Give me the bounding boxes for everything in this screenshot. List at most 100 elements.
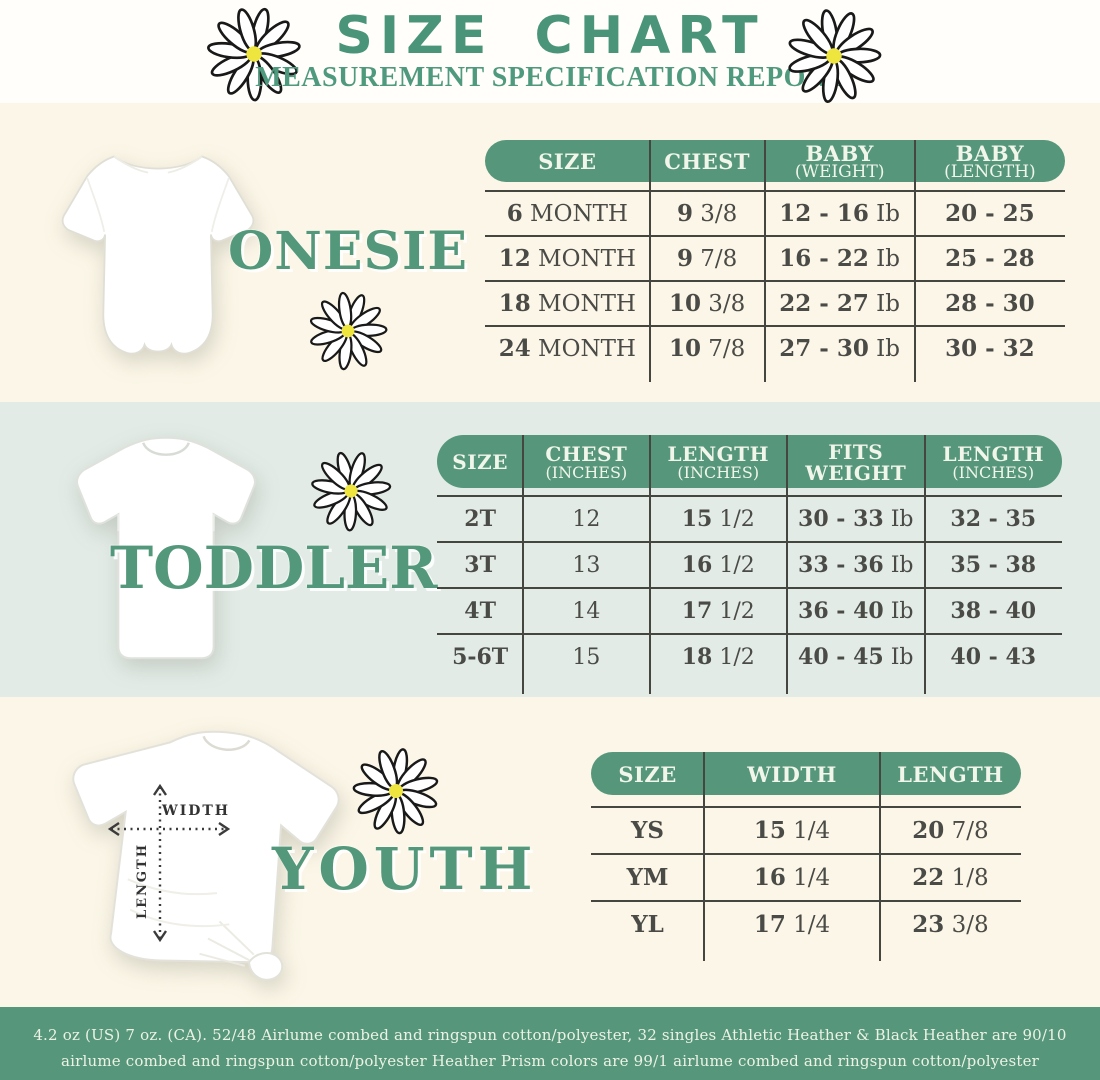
table-header-cell: LENGTH (INCHES): [942, 442, 1044, 482]
table-cell: 16 1/2: [681, 552, 755, 578]
table-row: 3T 13 16 1/2 33 - 36 Ib 35 - 38: [437, 541, 1062, 587]
table-column-divider: [648, 140, 651, 382]
table-cell: 6 MONTH: [506, 200, 628, 227]
table-header-row: SIZE CHEST (INCHES) LENGTH (INCHES) FITS WEIGH…: [437, 435, 1062, 488]
daisy-icon: [296, 279, 400, 383]
table-header-row: SIZE CHEST BABY (WEIGHT) BABY (LENGTH): [485, 140, 1065, 182]
table-cell: 12 - 16 Ib: [779, 200, 900, 227]
table-header-cell: CHEST (INCHES): [545, 442, 628, 482]
daisy-icon: [778, 1, 890, 111]
table-header-row: SIZE WIDTH LENGTH: [591, 752, 1021, 795]
table-header-cell: SIZE: [452, 450, 508, 475]
table-cell: 9 7/8: [676, 245, 738, 272]
section-youth: WIDTH LENGTH YOUTH SIZE WIDTH LENGTH YS 15 1…: [0, 697, 1100, 1007]
table-cell: 30 - 33 Ib: [798, 506, 914, 532]
table-cell: 24 MONTH: [498, 335, 636, 362]
table-row: 24 MONTH 10 7/8 27 - 30 Ib 30 - 32: [485, 325, 1065, 370]
section-title-toddler: TODDLER: [110, 534, 438, 602]
table-cell: 16 - 22 Ib: [779, 245, 900, 272]
table-header-cell: LENGTH (INCHES): [667, 442, 769, 482]
table-cell: 20 7/8: [912, 817, 989, 844]
table-header-cell: SIZE: [618, 761, 677, 787]
table-cell: 25 - 28: [945, 245, 1035, 272]
youth-shirt-image: WIDTH LENGTH: [72, 730, 340, 981]
section-onesie: ONESIE SIZE CHEST BABY (WEIGHT) BABY (LENGTH)…: [0, 103, 1100, 402]
table-cell: 17 1/2: [681, 598, 755, 624]
table-header-cell: LENGTH: [897, 761, 1004, 787]
toddler-size-table: SIZE CHEST (INCHES) LENGTH (INCHES) FITS WEIGH…: [437, 435, 1062, 694]
table-cell: 14: [572, 598, 601, 624]
table-cell: YM: [626, 864, 669, 891]
table-cell: 36 - 40 Ib: [798, 598, 914, 624]
fabric-description: 4.2 oz (US) 7 oz. (CA). 52/48 Airlume co…: [33, 1026, 1067, 1070]
table-cell: 23 3/8: [912, 911, 989, 938]
table-column-divider: [786, 435, 788, 694]
table-header-cell: WIDTH: [747, 761, 837, 787]
table-cell: 10 7/8: [668, 335, 746, 362]
table-row: 18 MONTH 10 3/8 22 - 27 Ib 28 - 30: [485, 280, 1065, 325]
table-column-divider: [763, 140, 766, 382]
table-header-cell: FITS WEIGHT: [805, 440, 907, 485]
table-cell: 12 MONTH: [498, 245, 636, 272]
table-row: YL 17 1/4 23 3/8: [591, 900, 1021, 947]
table-cell: 18 1/2: [681, 644, 755, 670]
table-cell: 13: [572, 552, 601, 578]
table-column-divider: [878, 752, 881, 961]
onesie-size-table: SIZE CHEST BABY (WEIGHT) BABY (LENGTH) 6 MONTH…: [485, 140, 1065, 382]
table-row: 4T 14 17 1/2 36 - 40 Ib 38 - 40: [437, 587, 1062, 633]
table-column-divider: [913, 140, 916, 382]
table-row: YS 15 1/4 20 7/8: [591, 806, 1021, 853]
table-cell: 4T: [464, 598, 496, 624]
table-cell: 33 - 36 Ib: [798, 552, 914, 578]
table-cell: 20 - 25: [945, 200, 1035, 227]
table-row: 12 MONTH 9 7/8 16 - 22 Ib 25 - 28: [485, 235, 1065, 280]
youth-size-table: SIZE WIDTH LENGTH YS 15 1/4 20 7/8 YM 16 1/4 22 …: [591, 752, 1021, 961]
table-row: 2T 12 15 1/2 30 - 33 Ib 32 - 35: [437, 495, 1062, 541]
table-row: YM 16 1/4 22 1/8: [591, 853, 1021, 900]
table-cell: 5-6T: [452, 644, 509, 670]
length-label: LENGTH: [135, 843, 150, 919]
table-cell: 12: [572, 506, 601, 532]
daisy-icon: [345, 740, 447, 842]
section-toddler: TODDLER SIZE CHEST (INCHES) LENGTH (INCHES) F…: [0, 402, 1100, 697]
daisy-icon: [300, 441, 402, 542]
table-cell: 40 - 45 Ib: [798, 644, 914, 670]
table-cell: 22 - 27 Ib: [779, 290, 900, 317]
table-cell: 3T: [464, 552, 496, 578]
footer-band: 4.2 oz (US) 7 oz. (CA). 52/48 Airlume co…: [0, 1007, 1100, 1080]
table-header-cell: BABY (WEIGHT): [794, 140, 885, 183]
table-header-cell: CHEST: [664, 149, 751, 175]
page-subtitle: MEASUREMENT SPECIFICATION REPORT: [255, 62, 845, 93]
table-cell: 38 - 40: [950, 598, 1037, 624]
table-cell: 15: [572, 644, 601, 670]
table-cell: 30 - 32: [945, 335, 1035, 362]
table-column-divider: [703, 752, 706, 961]
page-title: SIZE CHART: [335, 6, 765, 66]
section-title-onesie: ONESIE: [228, 221, 468, 282]
table-header-cell: BABY (LENGTH): [944, 140, 1036, 183]
table-cell: 2T: [464, 506, 496, 532]
width-label: WIDTH: [161, 803, 230, 819]
table-cell: 22 1/8: [912, 864, 989, 891]
toddler-shirt-image: [76, 436, 256, 660]
table-cell: 40 - 43: [950, 644, 1037, 670]
table-column-divider: [923, 435, 926, 694]
table-cell: 10 3/8: [668, 290, 746, 317]
table-header-cell: SIZE: [538, 149, 597, 175]
table-cell: 32 - 35: [950, 506, 1037, 532]
table-cell: YS: [631, 817, 665, 844]
section-title-youth: YOUTH: [272, 835, 538, 903]
table-cell: 15 1/4: [753, 817, 831, 844]
table-cell: 9 3/8: [676, 200, 738, 227]
table-cell: 27 - 30 Ib: [779, 335, 900, 362]
table-cell: 35 - 38: [950, 552, 1037, 578]
table-cell: 18 MONTH: [498, 290, 636, 317]
table-column-divider: [648, 435, 651, 694]
table-cell: 16 1/4: [753, 864, 831, 891]
onesie-image: [61, 155, 255, 355]
table-cell: 28 - 30: [945, 290, 1035, 317]
table-cell: 17 1/4: [753, 911, 831, 938]
table-cell: YL: [631, 911, 664, 938]
table-row: 6 MONTH 9 3/8 12 - 16 Ib 20 - 25: [485, 190, 1065, 235]
